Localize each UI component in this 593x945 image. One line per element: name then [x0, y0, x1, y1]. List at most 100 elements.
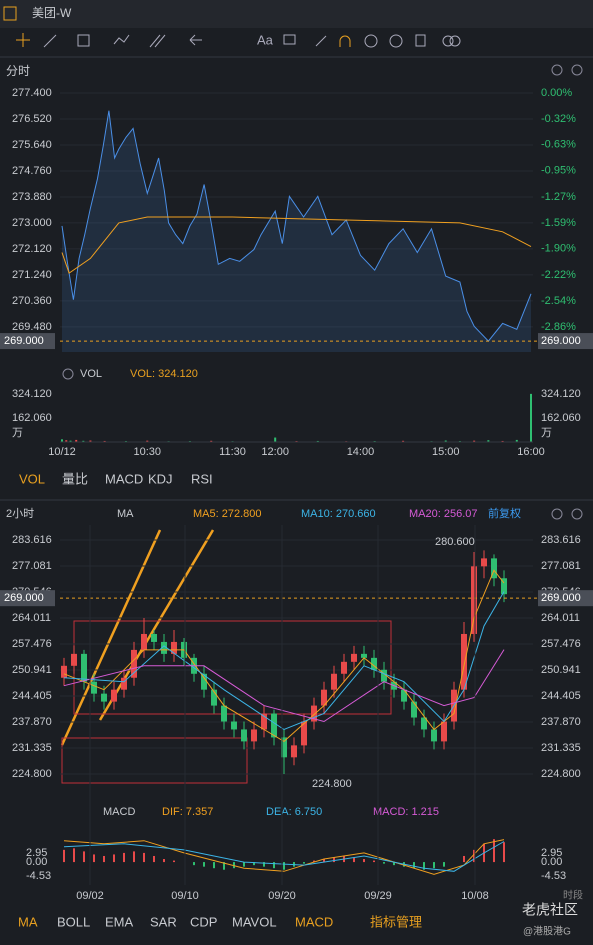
- zoom-out[interactable]: [551, 64, 563, 76]
- candle-body: [231, 721, 237, 730]
- candle-body: [331, 673, 337, 690]
- tool-text[interactable]: Aa: [257, 32, 274, 47]
- macd-bar: [393, 862, 395, 866]
- macd-bar: [273, 862, 275, 869]
- zoom-in[interactable]: [571, 508, 583, 520]
- bottom-tab[interactable]: BOLL: [57, 914, 90, 929]
- candle-body: [371, 657, 377, 670]
- kline-period[interactable]: 2小时: [6, 507, 34, 520]
- tool-wave[interactable]: [113, 34, 130, 45]
- y2-tick-label: -2.86%: [541, 321, 576, 333]
- candle-body: [271, 713, 277, 738]
- tool-rect[interactable]: [77, 34, 90, 47]
- macd-bar: [493, 839, 495, 863]
- y-tick-label: 273.880: [12, 191, 52, 203]
- y2-tick-label: 2.95: [541, 847, 562, 859]
- tool-link-b[interactable]: [449, 35, 461, 47]
- candle-body: [151, 633, 157, 642]
- tool-fib[interactable]: [149, 34, 166, 48]
- x-tick-label: 12:00: [261, 446, 289, 458]
- kline-indicator[interactable]: MA: [117, 508, 134, 520]
- tool-lock[interactable]: [364, 34, 378, 48]
- candle-body: [261, 713, 267, 730]
- indicator-tab: VOL: [19, 471, 45, 486]
- bottom-tab[interactable]: 指标管理: [370, 914, 422, 929]
- y2-tick-label: -1.90%: [541, 243, 576, 255]
- macd-bar: [93, 854, 95, 863]
- y-tick-label: 324.120: [12, 388, 52, 400]
- candle-body: [321, 689, 327, 706]
- candle-body: [301, 721, 307, 746]
- price-annotation: 280.600: [435, 536, 475, 548]
- macd-bar: [123, 852, 125, 863]
- price-tag-label: 269.000: [4, 592, 44, 604]
- tool-link-a[interactable]: [442, 35, 454, 47]
- candle-body: [111, 689, 117, 702]
- adjust[interactable]: 前复权: [488, 506, 521, 520]
- candle-body: [491, 558, 497, 579]
- candle-body: [281, 737, 287, 758]
- tool-delete[interactable]: [415, 34, 426, 47]
- macd-bar: [243, 862, 245, 867]
- candle-body: [481, 558, 487, 567]
- tool-move[interactable]: [16, 33, 30, 47]
- macd-bar: [83, 851, 85, 863]
- title-bar: [0, 0, 593, 28]
- bottom-tab[interactable]: CDP: [190, 914, 217, 929]
- tool-line[interactable]: [43, 34, 57, 48]
- toolbar: [16, 33, 461, 48]
- close-vol[interactable]: [62, 368, 74, 380]
- macd-bar: [423, 862, 425, 870]
- y2-tick-label: 244.405: [541, 690, 581, 702]
- price-tag: [0, 333, 55, 350]
- y2-tick-label: -4.53: [541, 870, 566, 882]
- zoom-out[interactable]: [551, 508, 563, 520]
- bottom-tab[interactable]: MACD: [295, 914, 333, 929]
- y2-tick-label: 324.120: [541, 388, 581, 400]
- y2-tick-label: -0.32%: [541, 113, 576, 125]
- price-area: [62, 110, 531, 352]
- indicator-tab: 量比: [62, 471, 88, 486]
- macd-bar: [313, 860, 315, 863]
- macd-bar: [433, 862, 435, 869]
- macd-bar: [413, 862, 415, 869]
- y-tick-label: 257.476: [12, 638, 52, 650]
- candle-body: [101, 693, 107, 702]
- macd-bar: [223, 862, 225, 870]
- tool-hide[interactable]: [389, 34, 403, 48]
- y2-tick-label: 283.616: [541, 534, 581, 546]
- volume-bar: [316, 440, 319, 442]
- y-tick-label: 275.640: [12, 139, 52, 151]
- candle-body: [421, 717, 427, 730]
- macd-bar: [153, 855, 155, 863]
- y-tick-label: 2.95: [26, 847, 47, 859]
- volume-bar: [487, 440, 490, 442]
- y2-tick-label: -2.54%: [541, 295, 576, 307]
- tool-arrow[interactable]: [189, 34, 202, 46]
- y2-tick-label: 250.941: [541, 664, 581, 676]
- bottom-tab[interactable]: SAR: [150, 914, 177, 929]
- panel-icon[interactable]: [3, 6, 17, 21]
- y2-tick-label: 0.00: [541, 856, 562, 868]
- zoom-in[interactable]: [571, 64, 583, 76]
- y2-tick-label: -1.59%: [541, 217, 576, 229]
- y-tick-label: 276.520: [12, 113, 52, 125]
- indicator-tab: MACD: [105, 471, 143, 486]
- macd-bar: [283, 862, 285, 870]
- y2-tick-label: -2.22%: [541, 269, 576, 281]
- macd-series-legend: DIF: 7.357: [162, 806, 213, 818]
- tool-ruler[interactable]: [315, 35, 327, 47]
- tool-note[interactable]: [283, 34, 296, 45]
- bottom-tab[interactable]: EMA: [105, 914, 134, 929]
- macd-bar: [463, 855, 465, 863]
- tool-magnet[interactable]: [339, 35, 351, 47]
- bottom-tab[interactable]: MA: [18, 914, 38, 929]
- period-selector[interactable]: 分时: [6, 64, 30, 78]
- price-tag-label: 269.000: [541, 335, 581, 347]
- y-tick-label: 273.000: [12, 217, 52, 229]
- y2-tick-label: 264.011: [541, 612, 580, 624]
- candle-body: [291, 745, 297, 758]
- y-tick-label: 274.760: [12, 165, 52, 177]
- bottom-tab[interactable]: MAVOL: [232, 914, 277, 929]
